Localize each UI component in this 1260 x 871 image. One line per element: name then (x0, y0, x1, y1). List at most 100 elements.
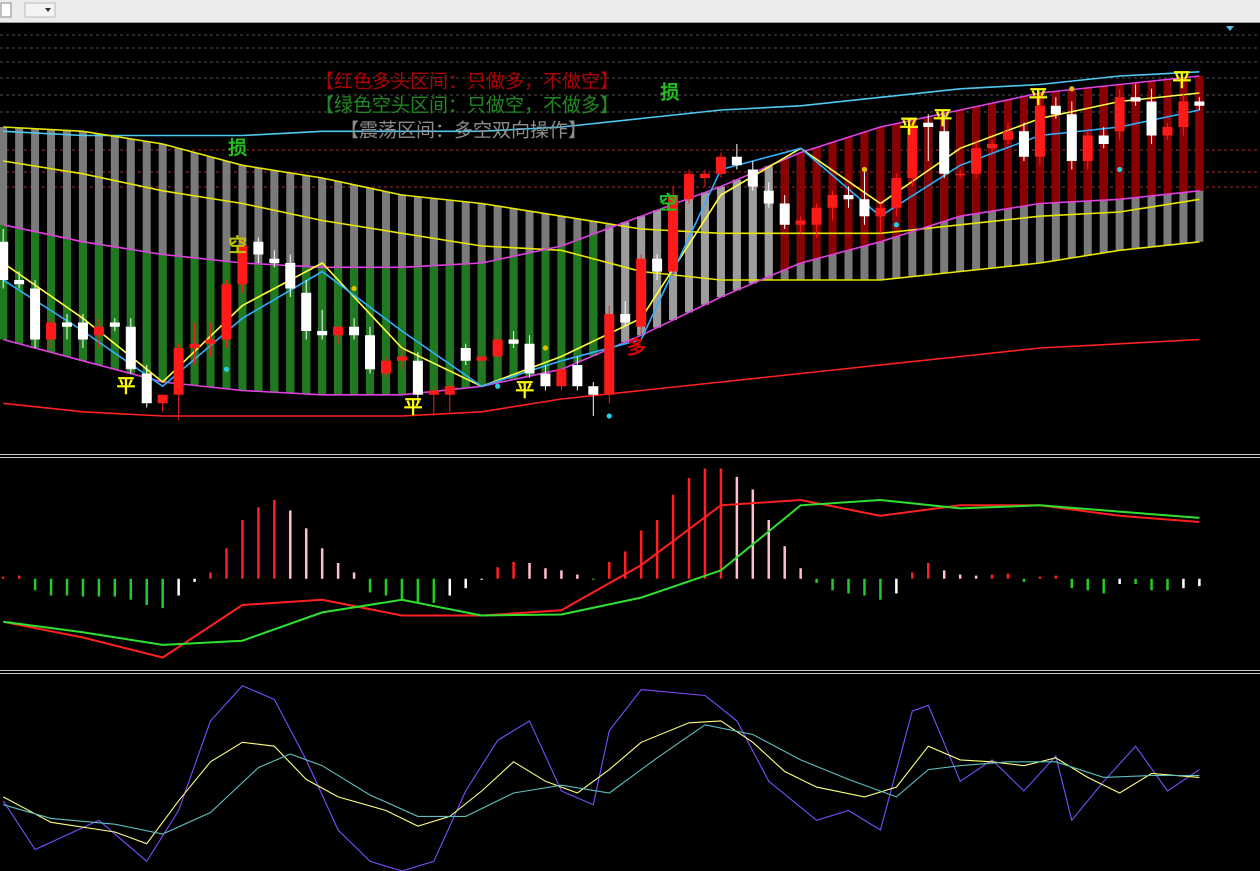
signal-label: 损 (660, 82, 679, 104)
candle-body (269, 258, 280, 263)
candle-body (0, 241, 9, 280)
zone-bar (1004, 99, 1012, 209)
candle-body (30, 288, 41, 340)
signal-dot (893, 222, 899, 228)
candle-body (1098, 135, 1109, 144)
zone-bar (1115, 84, 1124, 200)
level-lines (0, 34, 1260, 113)
note: 【震荡区间：多空双向操作】 (340, 120, 587, 142)
zone-bar (477, 263, 486, 387)
zone-bar (525, 252, 534, 377)
zone-bar (78, 241, 87, 361)
candle-body (747, 169, 758, 187)
candle-body (620, 314, 631, 323)
candle-body (1066, 114, 1077, 161)
signal-label: 平 (1029, 86, 1048, 108)
candle-body (476, 356, 487, 361)
signal-dot (351, 285, 357, 292)
candle-body (301, 292, 312, 331)
candle-body (1003, 131, 1013, 140)
zone-bar (796, 152, 805, 263)
zone-bar (1195, 76, 1204, 191)
candle-body (731, 156, 742, 166)
zone-bar (876, 127, 885, 242)
zone-bar (94, 244, 103, 365)
candle-body (492, 339, 503, 357)
zone-bar (110, 246, 119, 370)
candle-body (444, 386, 455, 395)
indicator-line (3, 126, 1200, 235)
candle-body (843, 195, 854, 200)
candle-body (907, 127, 918, 178)
candle-body (604, 314, 615, 395)
candle-body (668, 195, 679, 272)
toolbar-button[interactable] (0, 2, 12, 18)
candle-body (460, 348, 471, 361)
indicator-line (2, 109, 1200, 388)
candle-body (684, 173, 695, 200)
zone-bar (764, 166, 773, 277)
candle-body (173, 348, 184, 395)
scroll-marker (1226, 26, 1234, 31)
zone-bar (142, 251, 151, 378)
candle-body (1082, 135, 1093, 161)
toolbar-dropdown[interactable] (24, 2, 56, 18)
candle-body (859, 199, 870, 217)
zone-bar (429, 265, 438, 392)
zone-bar (126, 249, 135, 374)
candle-body (1130, 97, 1141, 102)
zone-bar (988, 103, 997, 212)
candle-body (763, 190, 774, 204)
signal-label: 平 (116, 375, 135, 397)
signal-label: 平 (515, 379, 534, 401)
candle-body (524, 343, 535, 374)
candle-body (428, 390, 439, 395)
zone-bar (685, 198, 694, 313)
signal-dot (606, 413, 612, 419)
candle-body (588, 386, 599, 395)
zone-bar (1131, 82, 1140, 198)
candle-body (285, 263, 296, 289)
candle-body (125, 326, 136, 370)
candle-body (923, 122, 934, 127)
candle-body (540, 373, 551, 387)
candle-body (652, 258, 663, 272)
zone-bar (445, 264, 454, 390)
candle-body (141, 373, 152, 404)
indicator-line (2, 92, 1200, 388)
signal-label: 平 (900, 116, 919, 138)
candle-body (827, 195, 838, 208)
candle-body (1178, 101, 1189, 127)
candle-body (1050, 105, 1061, 115)
indicator-line (3, 724, 1200, 835)
toolbar (0, 0, 1260, 22)
zone-bar (254, 263, 263, 392)
candle-body (891, 178, 902, 208)
candle-body (221, 284, 232, 340)
candle-body (157, 394, 168, 404)
candle-body (971, 148, 982, 174)
zone-bar (270, 264, 279, 393)
zone-bar (461, 263, 470, 388)
zone-bar (700, 192, 709, 305)
candle-body (779, 203, 790, 225)
signal-dot (861, 166, 868, 173)
candle-body (93, 326, 104, 336)
zone-bar (190, 257, 199, 386)
candle-body (205, 339, 216, 344)
signal-dot (542, 345, 549, 351)
candle-body (253, 241, 264, 255)
signal-label: 损 (228, 137, 247, 159)
candle-body (317, 331, 328, 336)
zone-bar (493, 259, 502, 383)
indicator-line (2, 190, 1200, 396)
candle-body (365, 335, 376, 370)
candle-body (795, 220, 806, 225)
zone-bar (174, 256, 183, 384)
candle-body (412, 360, 423, 395)
indicator-line (3, 338, 1200, 417)
signal-label: 空 (659, 191, 678, 214)
zone-bar (286, 265, 295, 394)
